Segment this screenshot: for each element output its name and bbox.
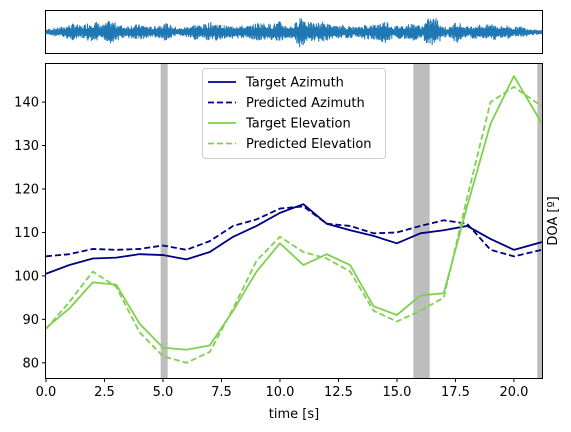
shaded-region-2 bbox=[537, 63, 542, 378]
legend-label: Predicted Azimuth bbox=[246, 96, 365, 111]
series-line-target-azimuth bbox=[46, 204, 542, 274]
y-tick-label: 120 bbox=[14, 183, 39, 198]
shaded-region-1 bbox=[413, 63, 429, 378]
legend-label: Target Azimuth bbox=[245, 76, 344, 91]
y-axis-label: DOA [º] bbox=[546, 196, 561, 245]
y-tick-label: 110 bbox=[14, 226, 39, 241]
x-tick-label: 2.5 bbox=[94, 385, 115, 400]
y-tick-label: 130 bbox=[14, 139, 39, 154]
x-axis-label: time [s] bbox=[269, 407, 319, 422]
series-line-predicted-azimuth bbox=[46, 206, 542, 256]
x-tick-label: 0.0 bbox=[36, 385, 57, 400]
x-tick-label: 12.5 bbox=[324, 385, 353, 400]
y-tick-label: 100 bbox=[14, 269, 39, 284]
x-tick-label: 7.5 bbox=[211, 385, 232, 400]
y-tick-label: 90 bbox=[22, 313, 39, 328]
legend-label: Target Elevation bbox=[245, 117, 351, 132]
y-tick-label: 80 bbox=[22, 356, 39, 371]
x-tick-label: 5.0 bbox=[153, 385, 174, 400]
shaded-region-0 bbox=[161, 63, 168, 378]
x-tick-label: 20.0 bbox=[499, 385, 528, 400]
legend-label: Predicted Elevation bbox=[246, 137, 372, 152]
x-tick-label: 10.0 bbox=[265, 385, 294, 400]
legend: Target Azimuth Predicted Azimuth Target El… bbox=[203, 69, 386, 159]
y-axis-ticks: 80 90 100 110 120 130 140 bbox=[14, 96, 46, 372]
x-tick-label: 15.0 bbox=[382, 385, 411, 400]
x-axis-ticks: 0.0 2.5 5.0 7.5 10.0 12.5 15.0 17.5 20.0 bbox=[36, 378, 529, 400]
y-tick-label: 140 bbox=[14, 96, 39, 111]
x-tick-label: 17.5 bbox=[441, 385, 470, 400]
waveform-panel bbox=[46, 11, 543, 54]
